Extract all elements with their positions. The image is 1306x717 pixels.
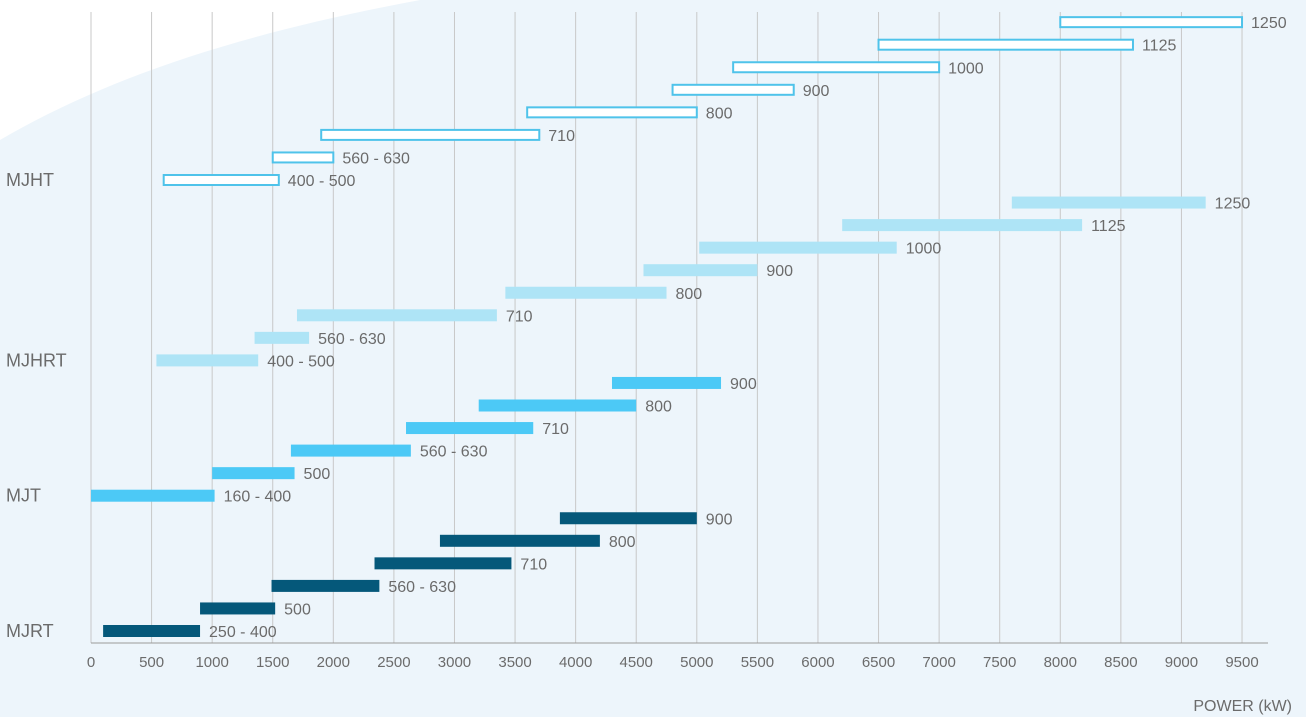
bar-mjhrt-1 [254, 331, 310, 344]
bar-value-label: 710 [542, 421, 569, 438]
x-tick-label: 8000 [1044, 654, 1077, 671]
bar-mjt-2 [290, 444, 411, 457]
x-tick-label: 2500 [377, 654, 410, 671]
labels-layer: 250 - 400 MJRT 500 560 - 630 710 800 900 160 - … [6, 15, 1287, 641]
x-tick-label: 2000 [317, 654, 350, 671]
bar-mjt-4 [478, 399, 637, 412]
bar-mjt-5 [611, 376, 722, 389]
bar-value-label: 900 [803, 83, 830, 100]
group-label-mjrt: MJRT [6, 621, 54, 641]
x-axis-label: POWER (kW) [1193, 698, 1292, 715]
bar-value-label: 800 [609, 534, 636, 551]
bar-value-label: 710 [506, 308, 533, 325]
x-tick-label: 4000 [559, 654, 592, 671]
bar-value-label: 900 [706, 511, 733, 528]
bar-mjht-5 [732, 61, 941, 74]
bar-value-label: 800 [645, 399, 672, 416]
bar-mjhrt-5 [699, 241, 897, 254]
bars-layer [91, 16, 1244, 637]
x-tick-label: 0 [87, 654, 95, 671]
bar-mjhrt-2 [296, 309, 497, 322]
x-tick-label: 1000 [195, 654, 228, 671]
bar-value-label: 800 [706, 105, 733, 122]
bar-mjhrt-4 [643, 264, 758, 277]
bar-mjrt-1 [200, 602, 276, 615]
bar-value-label: 250 - 400 [209, 624, 277, 641]
bar-mjt-3 [406, 422, 534, 435]
bar-mjhrt-0 [156, 354, 259, 367]
bar-mjrt-2 [271, 579, 380, 592]
x-tick-label: 1500 [256, 654, 289, 671]
x-tick-label: 4500 [620, 654, 653, 671]
bar-value-label: 500 [284, 601, 311, 618]
x-tick-label: 9500 [1225, 654, 1258, 671]
bar-value-label: 710 [548, 128, 575, 145]
bar-mjht-4 [671, 83, 795, 96]
bar-mjrt-5 [559, 512, 697, 525]
bar-value-label: 1125 [1091, 218, 1126, 235]
bar-value-label: 560 - 630 [318, 331, 386, 348]
bar-mjhrt-3 [505, 286, 667, 299]
bar-mjrt-4 [439, 534, 600, 547]
x-tick-label: 7000 [922, 654, 955, 671]
x-tick-label: 7500 [983, 654, 1016, 671]
x-tick-label: 5500 [741, 654, 774, 671]
bar-mjht-0 [162, 174, 280, 186]
bar-mjt-1 [212, 467, 295, 480]
bar-value-label: 1125 [1142, 38, 1177, 55]
x-tick-label: 500 [139, 654, 164, 671]
bar-value-label: 500 [304, 466, 331, 483]
bar-value-label: 160 - 400 [224, 489, 292, 506]
bar-value-label: 800 [676, 286, 703, 303]
bar-mjrt-0 [103, 625, 201, 637]
bar-value-label: 1000 [948, 60, 984, 77]
bar-mjht-2 [320, 128, 541, 141]
bar-mjhrt-6 [842, 219, 1083, 232]
bar-value-label: 560 - 630 [342, 150, 410, 167]
grid-layer [90, 12, 1243, 643]
x-axis: 0 500 1000 1500 2000 2500 3000 3500 4000 4500 5000… [87, 642, 1268, 671]
x-tick-label: 6000 [801, 654, 834, 671]
bar-value-label: 1250 [1251, 15, 1287, 32]
x-tick-label: 8500 [1104, 654, 1137, 671]
bar-mjht-1 [271, 151, 335, 164]
x-tick-label: 9000 [1165, 654, 1198, 671]
x-tick-label: 6500 [862, 654, 895, 671]
x-tick-label: 3500 [498, 654, 531, 671]
x-tick-label: 3000 [438, 654, 471, 671]
group-label-mjt: MJT [6, 486, 41, 506]
group-label-mjhrt: MJHRT [6, 350, 67, 370]
bar-mjht-3 [526, 106, 698, 119]
bar-mjht-6 [877, 38, 1134, 51]
bar-value-label: 900 [730, 376, 757, 393]
bar-value-label: 1000 [906, 241, 942, 258]
group-label-mjht: MJHT [6, 170, 54, 190]
bar-value-label: 710 [520, 556, 547, 573]
bar-value-label: 900 [766, 263, 793, 280]
bar-value-label: 560 - 630 [420, 444, 488, 461]
bar-mjrt-3 [374, 557, 512, 570]
bar-value-label: 560 - 630 [388, 579, 456, 596]
bar-mjht-7 [1059, 16, 1244, 29]
bar-value-label: 400 - 500 [288, 173, 356, 190]
bar-mjt-0 [91, 489, 215, 502]
bar-mjhrt-7 [1011, 196, 1206, 209]
bar-value-label: 400 - 500 [267, 353, 335, 370]
bar-value-label: 1250 [1215, 196, 1251, 213]
x-tick-label: 5000 [680, 654, 713, 671]
